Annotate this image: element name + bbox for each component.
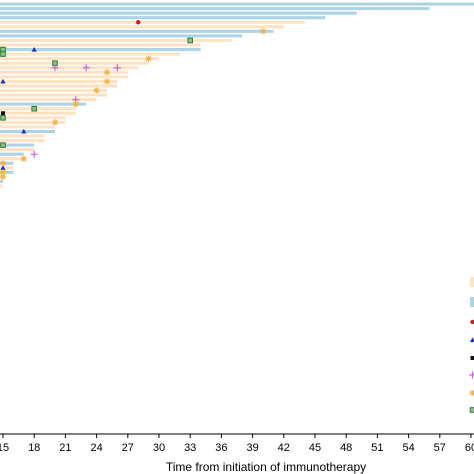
bar (0, 38, 232, 42)
event-marker-triangle (31, 46, 37, 52)
event-marker-asterisk (52, 119, 58, 126)
x-tick-label: 33 (184, 442, 196, 454)
x-tick-label: 27 (122, 442, 134, 454)
bar (0, 16, 326, 20)
event-marker-boxed (31, 105, 37, 112)
bar (0, 75, 128, 79)
bar (0, 98, 97, 102)
event-marker-triangle (0, 78, 6, 84)
bar (0, 170, 14, 174)
bar (0, 134, 45, 138)
bar (0, 20, 305, 24)
legend-swatch-group_a (470, 277, 474, 287)
event-marker-boxed (0, 115, 6, 121)
events-layer (0, 20, 266, 180)
bar (0, 125, 55, 129)
x-tick-label: 21 (59, 442, 71, 454)
bar (0, 29, 274, 33)
bar (0, 11, 357, 15)
bar (0, 143, 35, 147)
event-marker-asterisk (0, 169, 6, 176)
bar (0, 66, 139, 70)
bar (0, 102, 87, 106)
event-marker-plus (82, 64, 90, 72)
event-marker-asterisk (104, 78, 110, 85)
x-tick-label: 42 (278, 442, 290, 454)
event-marker-asterisk (72, 101, 79, 108)
event-marker-plus (30, 150, 38, 158)
event-marker-boxed (0, 142, 6, 148)
bar (0, 43, 201, 47)
bar (0, 48, 201, 52)
event-marker-boxed (0, 46, 6, 53)
legend-marker-plus (469, 371, 474, 379)
bar (0, 107, 76, 111)
bar (0, 93, 107, 97)
x-tick-label: 51 (371, 442, 383, 454)
legend-marker-asterisk (469, 390, 474, 396)
legend (469, 277, 474, 413)
bar (0, 84, 118, 88)
bar (0, 120, 66, 124)
bar (0, 184, 3, 188)
bar (0, 88, 107, 93)
bar (0, 161, 14, 165)
x-tick-label: 24 (90, 442, 102, 454)
bar (0, 157, 24, 161)
event-marker-asterisk (145, 55, 152, 62)
bar (0, 152, 24, 156)
bar (0, 2, 474, 6)
bar (0, 129, 55, 133)
x-tick-label: 36 (215, 442, 227, 454)
event-marker-asterisk (0, 160, 6, 167)
x-tick-label: 18 (28, 442, 40, 454)
event-marker-boxed (187, 37, 193, 44)
legend-swatch-group_b (470, 297, 474, 307)
legend-marker-triangle (469, 337, 474, 343)
bar (0, 57, 160, 61)
event-marker-asterisk (260, 28, 266, 35)
bar (0, 7, 430, 11)
event-marker-asterisk (0, 173, 6, 180)
event-marker-triangle (0, 165, 6, 170)
x-tick-label: 30 (153, 442, 165, 454)
x-tick-label: 45 (309, 442, 321, 454)
bars-layer (0, 2, 474, 188)
bar (0, 52, 180, 56)
event-marker-triangle (21, 128, 27, 134)
bar (0, 139, 45, 143)
x-tick-label: 48 (340, 442, 352, 454)
event-marker-circle (136, 20, 141, 25)
event-marker-plus (51, 64, 59, 72)
bar (0, 116, 66, 120)
bar (0, 34, 243, 38)
bar (0, 70, 128, 74)
legend-marker-circle (470, 319, 474, 325)
x-tick-label: 39 (246, 442, 258, 454)
bar (0, 61, 149, 65)
event-marker-asterisk (93, 87, 100, 94)
event-marker-asterisk (20, 155, 27, 162)
x-axis-ticks: 15182124273033363942454851545760636669 (0, 434, 474, 454)
event-marker-boxed (0, 51, 6, 57)
x-tick-label: 57 (434, 442, 446, 454)
x-axis-title: Time from initiation of immunotherapy (166, 460, 366, 474)
event-marker-asterisk (104, 69, 110, 76)
bar (0, 179, 3, 184)
bar (0, 148, 35, 152)
bar (0, 79, 118, 83)
bar (0, 25, 284, 29)
legend-marker-boxed (469, 407, 474, 413)
bar (0, 166, 14, 170)
event-marker-square (1, 111, 5, 116)
x-tick-label: 15 (0, 442, 9, 454)
bar (0, 111, 76, 115)
x-tick-label: 60 (465, 442, 474, 454)
legend-marker-square (470, 356, 474, 360)
x-tick-label: 54 (402, 442, 414, 454)
event-marker-plus (113, 64, 121, 72)
